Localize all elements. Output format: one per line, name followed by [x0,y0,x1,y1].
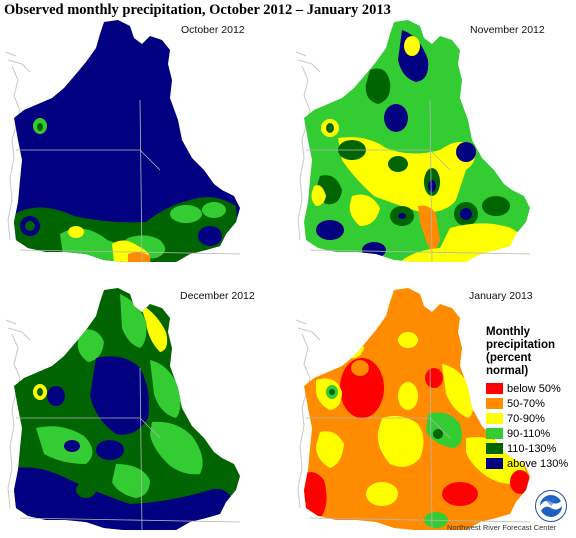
state-boundaries [306,367,531,530]
legend-title-line-3: (percent normal) [486,352,532,377]
panel-label: January 2013 [469,290,533,302]
legend-swatch [486,458,503,469]
coastline [295,51,321,241]
panel-january-2013: January 2013 [290,268,576,530]
panel-november-2012: November 2012 [290,0,576,262]
legend-swatch [486,398,503,409]
legend-label: 110-130% [507,442,557,455]
legend-label: 90-110% [507,427,551,440]
legend-title-line-1: Monthly [486,326,531,338]
legend-item: 50-70% [486,396,576,411]
precipitation-map-november-2012 [295,20,531,262]
legend-item: 70-90% [486,411,576,426]
state-boundaries [306,99,531,262]
panel-december-2012: December 2012 [0,268,286,530]
legend-swatch [486,383,503,394]
noaa-logo-icon [535,490,567,522]
legend-swatch [486,413,503,424]
coastline [295,319,321,509]
legend-item: below 50% [486,381,576,396]
legend-label: 70-90% [507,412,545,425]
credit-text: Northwest River Forecast Center [447,523,557,532]
coastline [5,51,31,241]
legend-swatch [486,443,503,454]
legend-label: 50-70% [507,397,545,410]
precipitation-map-december-2012 [5,288,241,530]
coastline [5,319,31,509]
map-title: Observed monthly precipitation, October … [4,2,391,18]
legend-label: below 50% [507,382,561,395]
precipitation-map-january-2013 [295,288,531,530]
state-boundaries [16,367,241,530]
panel-label: November 2012 [470,24,545,36]
legend-item: 90-110% [486,426,576,441]
legend-swatch [486,428,503,439]
legend-title-line-2: precipitation [486,339,556,351]
legend-item: 110-130% [486,441,576,456]
precipitation-map-october-2012 [5,20,241,262]
state-boundaries [16,99,241,262]
legend: Monthly precipitation (percent normal) b… [486,326,576,471]
panel-label: October 2012 [181,24,245,36]
legend-label: above 130% [507,457,569,470]
panel-label: December 2012 [180,290,255,302]
panel-october-2012: October 2012 [0,0,286,262]
legend-item: above 130% [486,456,576,471]
